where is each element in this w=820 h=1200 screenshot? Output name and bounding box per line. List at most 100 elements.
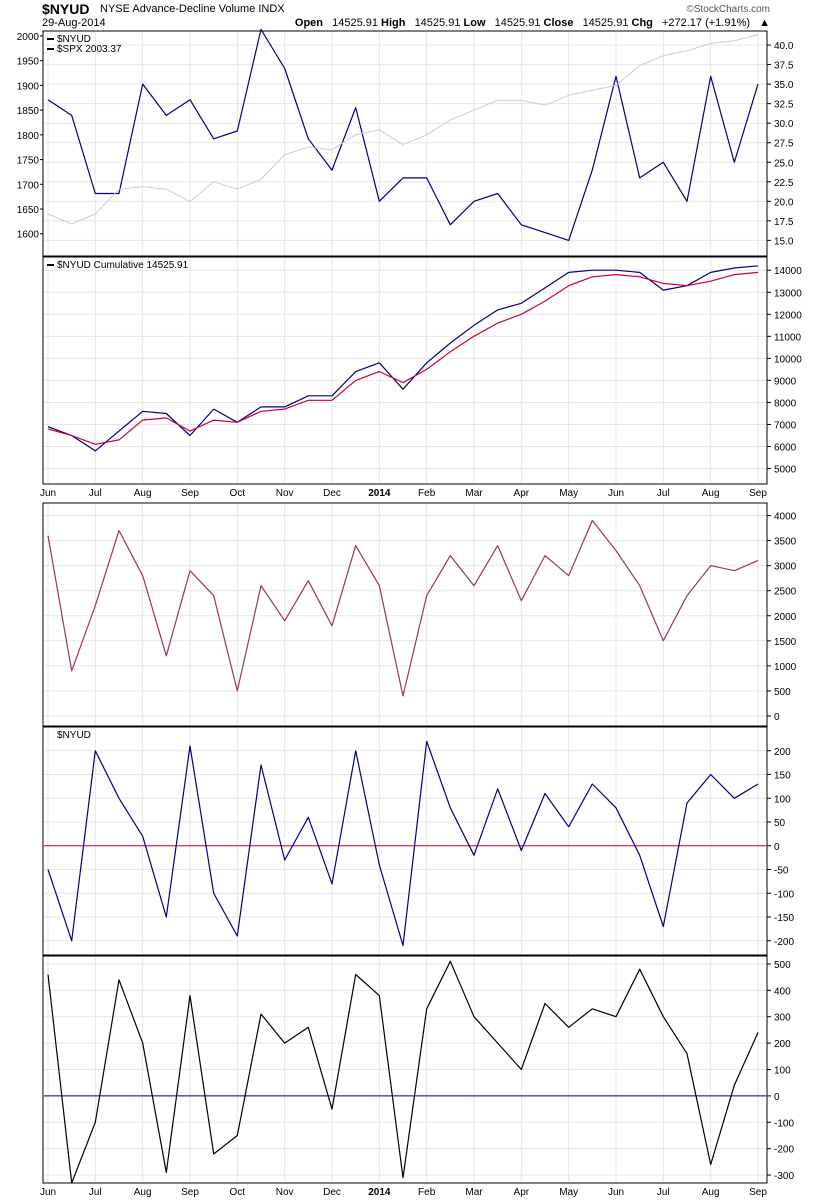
right-axis-label: 200 xyxy=(774,747,791,758)
x-axis-label: Jun xyxy=(608,488,624,499)
series-line-oscillator-2-0 xyxy=(47,740,759,947)
right-axis-label: 13000 xyxy=(774,288,802,299)
right-axis-label: 150 xyxy=(774,771,791,782)
x-axis-label: Jul xyxy=(89,1187,102,1198)
x-axis-label: 2014 xyxy=(368,488,391,499)
x-axis-label: Feb xyxy=(418,1187,436,1198)
right-axis-label: -50 xyxy=(774,866,789,877)
left-axis-label: 1950 xyxy=(17,57,40,68)
left-axis-label: 1850 xyxy=(17,106,40,117)
x-axis-label: Jul xyxy=(657,488,670,499)
high-label: High xyxy=(381,17,406,29)
left-axis-label: 1600 xyxy=(17,230,40,241)
right-axis-label: 10000 xyxy=(774,354,802,365)
series-line-oscillator-1-0 xyxy=(47,519,759,697)
panel-frame-cumulative xyxy=(42,256,768,485)
right-axis-label: 30.0 xyxy=(774,119,794,130)
x-axis-label: Jun xyxy=(608,1187,624,1198)
right-axis-label: 100 xyxy=(774,1066,791,1077)
close-value: 14525.91 xyxy=(582,17,629,29)
chart-date: 29-Aug-2014 xyxy=(42,17,106,29)
x-axis-label: Apr xyxy=(514,488,530,499)
series-line-cumulative-0 xyxy=(47,265,759,452)
right-axis-label: -200 xyxy=(774,1145,794,1156)
x-axis-label: Jun xyxy=(40,1187,56,1198)
brand-name: StockCharts.com xyxy=(693,4,770,15)
quote-line: Open 14525.91 High 14525.91 Low 14525.91… xyxy=(295,17,770,29)
x-axis-label: Aug xyxy=(702,1187,720,1198)
close-label: Close xyxy=(543,17,574,29)
x-axis-label: Oct xyxy=(230,488,246,499)
right-axis-label: 50 xyxy=(774,818,786,829)
x-axis-label: Aug xyxy=(134,1187,152,1198)
left-axis-label: 1900 xyxy=(17,81,40,92)
panel-frame-price xyxy=(42,30,768,257)
left-axis-label: 1700 xyxy=(17,180,40,191)
legend-label-price: $SPX 2003.37 xyxy=(57,44,122,55)
index-name: NYSE Advance-Decline Volume INDX xyxy=(100,3,285,15)
right-axis-label: 17.5 xyxy=(774,217,794,228)
x-axis-label: Dec xyxy=(323,488,341,499)
legend-label-cumulative: $NYUD Cumulative 14525.91 xyxy=(57,260,189,271)
right-axis-label: 14000 xyxy=(774,266,802,277)
x-axis-label: Sep xyxy=(181,488,199,499)
symbol-label: $NYUD xyxy=(42,1,90,17)
left-axis-label: 1650 xyxy=(17,205,40,216)
right-axis-label: 5000 xyxy=(774,465,797,476)
x-axis-label: Nov xyxy=(276,1187,294,1198)
x-axis-label: Dec xyxy=(323,1187,341,1198)
legend-label-oscillator-2: $NYUD xyxy=(57,730,91,741)
high-value: 14525.91 xyxy=(414,17,461,29)
right-axis-label: 25.0 xyxy=(774,158,794,169)
chg-value: +272.17 (+1.91%) xyxy=(661,17,751,29)
right-axis-label: 8000 xyxy=(774,398,797,409)
panel-frame-oscillator-2 xyxy=(42,726,768,956)
right-axis-label: 22.5 xyxy=(774,178,794,189)
x-axis-label: Feb xyxy=(418,488,436,499)
right-axis-label: 6000 xyxy=(774,443,797,454)
right-axis-label: 12000 xyxy=(774,310,802,321)
right-axis-label: 40.0 xyxy=(774,41,794,52)
right-axis-label: 0 xyxy=(774,712,780,723)
right-axis-label: 100 xyxy=(774,794,791,805)
series-line-oscillator-3-0 xyxy=(47,960,759,1184)
x-axis-label: Mar xyxy=(465,488,483,499)
x-axis-label: Sep xyxy=(181,1187,199,1198)
x-axis-label: May xyxy=(559,488,578,499)
chg-arrow-icon: ▲ xyxy=(759,17,770,29)
right-axis-label: 9000 xyxy=(774,376,797,387)
right-axis-label: 35.0 xyxy=(774,80,794,91)
series-line-price-1 xyxy=(47,34,759,225)
x-axis-label: Mar xyxy=(465,1187,483,1198)
right-axis-label: 27.5 xyxy=(774,139,794,150)
low-value: 14525.91 xyxy=(494,17,541,29)
x-axis-label: Jul xyxy=(89,488,102,499)
right-axis-label: 3000 xyxy=(774,562,797,573)
right-axis-label: 2500 xyxy=(774,587,797,598)
right-axis-label: 500 xyxy=(774,687,791,698)
x-axis-label: Jun xyxy=(40,488,56,499)
right-axis-label: 500 xyxy=(774,960,791,971)
right-axis-label: -100 xyxy=(774,1118,794,1129)
right-axis-label: 32.5 xyxy=(774,100,794,111)
open-label: Open xyxy=(294,17,324,29)
right-axis-label: -100 xyxy=(774,889,794,900)
left-axis-label: 1800 xyxy=(17,131,40,142)
x-axis-label: 2014 xyxy=(368,1187,391,1198)
right-axis-label: 300 xyxy=(774,1013,791,1024)
x-axis-label: May xyxy=(559,1187,578,1198)
x-axis-label: Oct xyxy=(230,1187,246,1198)
x-axis-label: Apr xyxy=(514,1187,530,1198)
x-axis-label: Jul xyxy=(657,1187,670,1198)
right-axis-label: 4000 xyxy=(774,512,797,523)
right-axis-label: 3500 xyxy=(774,537,797,548)
x-axis-label: Aug xyxy=(134,488,152,499)
x-axis-label: Sep xyxy=(749,1187,767,1198)
chart-header: $NYUD NYSE Advance-Decline Volume INDX 2… xyxy=(0,0,820,30)
left-axis-label: 1750 xyxy=(17,156,40,167)
right-axis-label: 7000 xyxy=(774,420,797,431)
right-axis-label: 1500 xyxy=(774,637,797,648)
right-axis-label: 37.5 xyxy=(774,61,794,72)
panel-frame-oscillator-1 xyxy=(42,502,768,727)
